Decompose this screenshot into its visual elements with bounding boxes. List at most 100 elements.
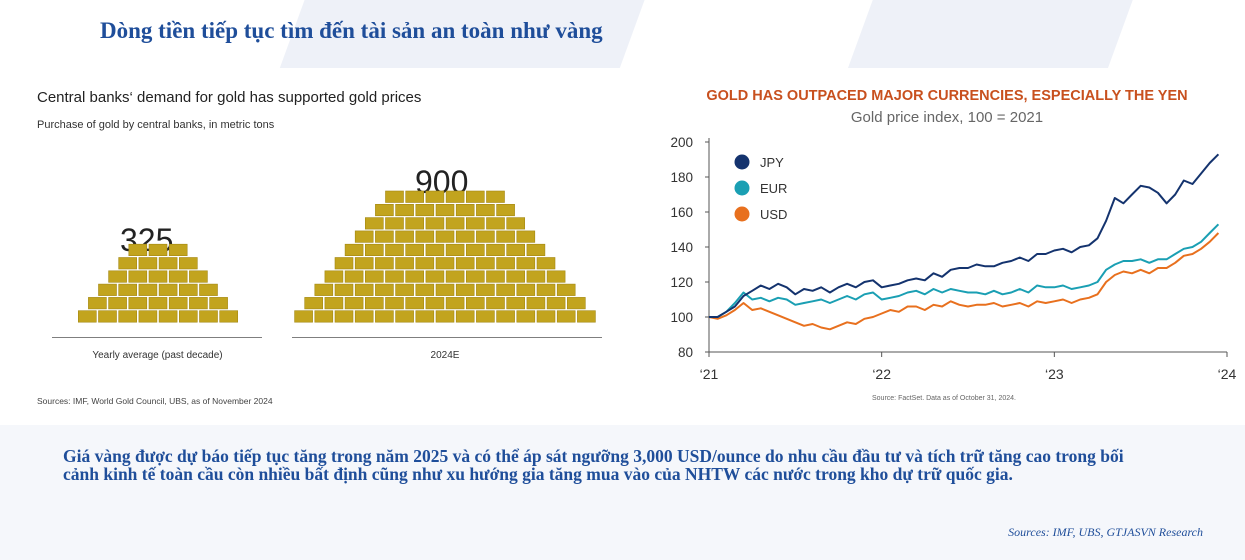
gold-bar bbox=[405, 217, 425, 230]
gold-bar bbox=[375, 257, 394, 270]
gold-bar bbox=[405, 190, 425, 203]
gold-bar bbox=[476, 204, 495, 217]
gold-bar bbox=[536, 283, 556, 296]
gold-bar bbox=[375, 230, 394, 243]
gold-bar bbox=[425, 243, 445, 256]
gold-bar bbox=[546, 270, 566, 283]
gold-bar bbox=[354, 283, 374, 296]
gold-bar bbox=[526, 243, 546, 256]
gold-bar bbox=[445, 270, 465, 283]
gold-bar bbox=[314, 283, 334, 296]
gold-bar bbox=[425, 190, 445, 203]
gold-bar bbox=[425, 270, 445, 283]
y-tick-label: 140 bbox=[670, 240, 693, 255]
gold-bar bbox=[199, 310, 218, 323]
gold-bar bbox=[435, 204, 455, 217]
y-tick-label: 100 bbox=[670, 310, 693, 325]
gold-bar bbox=[199, 283, 218, 296]
gold-bar bbox=[294, 310, 313, 323]
gold-bar bbox=[455, 257, 475, 270]
gold-bar bbox=[168, 243, 188, 256]
gold-bar bbox=[435, 283, 455, 296]
gold-bar bbox=[108, 297, 127, 310]
gold-bar bbox=[506, 243, 526, 256]
gold-bar bbox=[158, 257, 178, 270]
gold-bar bbox=[375, 283, 394, 296]
gold-bar bbox=[496, 204, 515, 217]
gold-bar bbox=[128, 270, 148, 283]
series-line-jpy bbox=[709, 153, 1220, 318]
series-line-usd bbox=[708, 232, 1220, 331]
x-tick-label: ‘22 bbox=[872, 366, 891, 382]
gold-bar bbox=[324, 270, 344, 283]
gold-bar bbox=[108, 270, 127, 283]
y-tick-label: 120 bbox=[670, 275, 693, 290]
gold-bar bbox=[395, 204, 414, 217]
left-chart-subtitle: Purchase of gold by central banks, in me… bbox=[37, 119, 275, 131]
gold-bar bbox=[496, 283, 515, 296]
gold-bar bbox=[168, 270, 188, 283]
right-chart-subtitle: Gold price index, 100 = 2021 bbox=[850, 109, 1044, 126]
x-tick-label: ‘23 bbox=[1045, 366, 1064, 382]
gold-bar bbox=[425, 217, 445, 230]
gold-bar bbox=[138, 257, 158, 270]
gold-bar-chart bbox=[52, 190, 602, 338]
gold-bar bbox=[455, 310, 475, 323]
gold-bar bbox=[415, 257, 435, 270]
gold-bar bbox=[536, 257, 556, 270]
gold-bar bbox=[526, 270, 546, 283]
gold-bar bbox=[566, 297, 586, 310]
line-chart: 80 100 120 140 160 180 200 ‘21 ‘22 ‘23 ‘24 JPY EUR US… bbox=[670, 135, 1237, 382]
gold-bar bbox=[405, 297, 425, 310]
gold-bar bbox=[506, 217, 526, 230]
gold-bar bbox=[344, 243, 364, 256]
gold-bar bbox=[364, 243, 384, 256]
gold-bar bbox=[465, 190, 485, 203]
gold-bar bbox=[516, 230, 536, 243]
gold-bar bbox=[465, 297, 485, 310]
gold-bar bbox=[405, 243, 425, 256]
gold-bar bbox=[476, 230, 495, 243]
gold-bar bbox=[364, 217, 384, 230]
gold-bar bbox=[455, 230, 475, 243]
gold-bar bbox=[344, 297, 364, 310]
gold-bar bbox=[209, 297, 228, 310]
y-tick-label: 200 bbox=[670, 135, 693, 150]
gold-bar bbox=[385, 297, 404, 310]
y-tick-label: 180 bbox=[670, 170, 693, 185]
gold-bar bbox=[506, 297, 526, 310]
x-tick-label: ‘21 bbox=[700, 366, 719, 382]
background-shape bbox=[0, 425, 1245, 560]
legend-label-usd: USD bbox=[760, 207, 787, 222]
gold-bar bbox=[78, 310, 97, 323]
gold-bar bbox=[158, 310, 178, 323]
gold-bar bbox=[179, 257, 198, 270]
gold-bar bbox=[375, 204, 394, 217]
gold-bar bbox=[455, 204, 475, 217]
gold-bar bbox=[486, 297, 505, 310]
gold-bar bbox=[465, 270, 485, 283]
gold-bar-stack-0 bbox=[78, 243, 238, 323]
gold-bar bbox=[138, 310, 158, 323]
gold-bar bbox=[405, 270, 425, 283]
gold-bar bbox=[354, 230, 374, 243]
gold-bar bbox=[445, 217, 465, 230]
gold-bar bbox=[385, 270, 404, 283]
gold-bar bbox=[415, 283, 435, 296]
x-tick-label: ‘24 bbox=[1218, 366, 1237, 382]
gold-bar bbox=[486, 217, 505, 230]
legend-label-jpy: JPY bbox=[760, 155, 784, 170]
gold-bar bbox=[334, 310, 354, 323]
gold-bar bbox=[395, 283, 414, 296]
footer-source: Sources: IMF, UBS, GTJASVN Research bbox=[1008, 525, 1203, 539]
legend-label-eur: EUR bbox=[760, 181, 787, 196]
gold-bar bbox=[385, 217, 404, 230]
gold-bar bbox=[445, 190, 465, 203]
gold-bar bbox=[168, 297, 188, 310]
slide-title: Dòng tiền tiếp tục tìm đến tài sản an to… bbox=[100, 18, 603, 43]
gold-bar bbox=[128, 243, 148, 256]
gold-bar bbox=[516, 283, 536, 296]
gold-bar bbox=[314, 310, 334, 323]
gold-bar bbox=[556, 283, 576, 296]
gold-bar bbox=[556, 310, 576, 323]
